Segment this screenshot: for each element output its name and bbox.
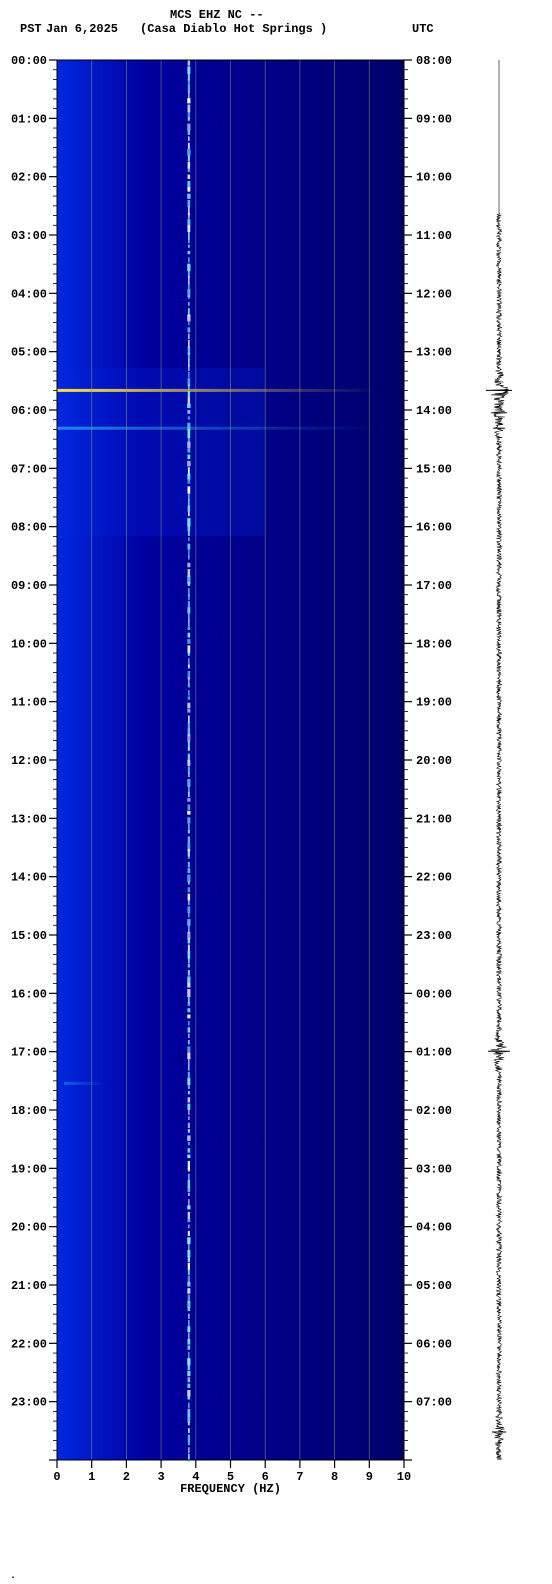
pst-tick-label: 00:00 (11, 54, 47, 68)
utc-tick-label: 15:00 (416, 462, 452, 476)
utc-tick-label: 02:00 (416, 1104, 452, 1118)
event-streak (57, 427, 376, 430)
chart-container: MCS EHZ NC -- PST Jan 6,2025 (Casa Diablo H… (0, 0, 552, 1584)
x-axis-label: FREQUENCY (HZ) (180, 1482, 281, 1496)
pst-tick-label: 17:00 (11, 1046, 47, 1060)
svg-text:2: 2 (123, 1470, 130, 1484)
pst-tick-label: 07:00 (11, 462, 47, 476)
pst-tick-label: 03:00 (11, 229, 47, 243)
utc-tick-label: 17:00 (416, 579, 452, 593)
pst-tick-label: 22:00 (11, 1337, 47, 1351)
event-streak (64, 1082, 106, 1085)
station-id: MCS EHZ NC -- (170, 8, 264, 22)
utc-tick-label: 13:00 (416, 346, 452, 360)
location-label: (Casa Diablo Hot Springs ) (140, 22, 327, 36)
utc-tick-label: 04:00 (416, 1221, 452, 1235)
pst-tick-label: 13:00 (11, 812, 47, 826)
pst-tick-label: 20:00 (11, 1221, 47, 1235)
svg-text:8: 8 (331, 1470, 338, 1484)
pst-tick-label: 06:00 (11, 404, 47, 418)
utc-tick-label: 20:00 (416, 754, 452, 768)
pst-tick-label: 09:00 (11, 579, 47, 593)
pst-tick-label: 16:00 (11, 987, 47, 1001)
pst-tick-label: 14:00 (11, 871, 47, 885)
utc-tick-label: 10:00 (416, 171, 452, 185)
pst-tick-label: 15:00 (11, 929, 47, 943)
pst-tick-label: 05:00 (11, 346, 47, 360)
utc-tick-label: 06:00 (416, 1337, 452, 1351)
pst-tick-label: 10:00 (11, 637, 47, 651)
svg-text:10: 10 (397, 1470, 411, 1484)
utc-tick-label: 00:00 (416, 987, 452, 1001)
pst-tick-label: 08:00 (11, 521, 47, 535)
utc-tick-label: 03:00 (416, 1162, 452, 1176)
utc-tick-label: 05:00 (416, 1279, 452, 1293)
utc-tick-label: 07:00 (416, 1396, 452, 1410)
svg-text:7: 7 (296, 1470, 303, 1484)
utc-tick-label: 12:00 (416, 287, 452, 301)
right-tz-label: UTC (412, 22, 434, 36)
pst-tick-label: 02:00 (11, 171, 47, 185)
svg-text:3: 3 (157, 1470, 164, 1484)
event-streak (57, 389, 376, 392)
utc-tick-label: 09:00 (416, 112, 452, 126)
pst-tick-label: 11:00 (11, 696, 47, 710)
pst-tick-label: 19:00 (11, 1162, 47, 1176)
utc-tick-label: 14:00 (416, 404, 452, 418)
left-tz-label: PST (20, 22, 42, 36)
utc-tick-label: 23:00 (416, 929, 452, 943)
pst-tick-label: 04:00 (11, 287, 47, 301)
utc-tick-label: 08:00 (416, 54, 452, 68)
utc-tick-label: 01:00 (416, 1046, 452, 1060)
utc-tick-label: 19:00 (416, 696, 452, 710)
footer-dot: . (10, 1571, 16, 1582)
svg-text:9: 9 (366, 1470, 373, 1484)
pst-tick-label: 01:00 (11, 112, 47, 126)
utc-tick-label: 16:00 (416, 521, 452, 535)
pst-tick-label: 23:00 (11, 1396, 47, 1410)
pst-tick-label: 18:00 (11, 1104, 47, 1118)
svg-text:1: 1 (88, 1470, 95, 1484)
utc-tick-label: 18:00 (416, 637, 452, 651)
pst-tick-label: 12:00 (11, 754, 47, 768)
utc-tick-label: 21:00 (416, 812, 452, 826)
utc-tick-label: 22:00 (416, 871, 452, 885)
date-label: Jan 6,2025 (46, 22, 118, 36)
pst-tick-label: 21:00 (11, 1279, 47, 1293)
svg-text:0: 0 (53, 1470, 60, 1484)
utc-tick-label: 11:00 (416, 229, 452, 243)
